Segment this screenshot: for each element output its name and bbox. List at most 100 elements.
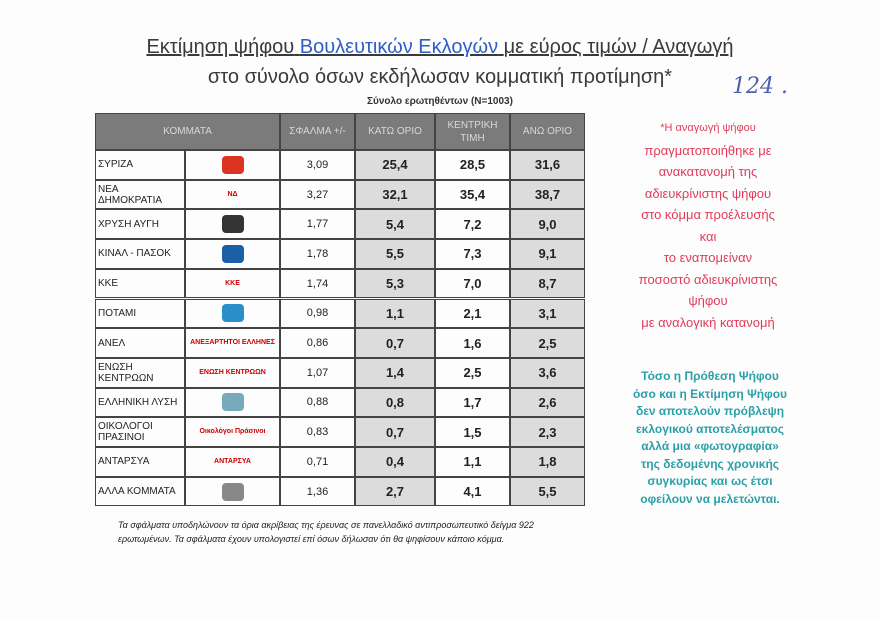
column-header: ΣΦΑΛΜΑ +/- [280,113,355,150]
column-header: ΚΑΤΩ ΟΡΙΟ [355,113,435,150]
cell-value: 3,09 [280,150,355,180]
cell-value: 1,77 [280,209,355,240]
party-name: ΚΙΝΑΛ - ΠΑΣΟΚ [95,239,185,269]
party-name: ΕΝΩΣΗ ΚΕΝΤΡΩΩΝ [95,357,185,388]
cell-value: 0,83 [280,417,355,447]
party-logo: ΑΝΤΑΡΣΥΑ [185,447,280,477]
text-line: αδιευκρίνιστης ψήφου [644,185,772,201]
party-logo [185,150,280,180]
cell-value: 38,7 [510,179,585,210]
party-name: ΑΝΤΑΡΣΥΑ [95,447,185,477]
text-line: συγκυρίας και ως έτσι [647,474,773,488]
handwritten-note: 124 . [732,74,788,99]
cell-value: 4,1 [435,476,510,507]
party-name: ΝΕΑ ΔΗΜΟΚΡΑΤΙΑ [95,179,185,210]
cell-value: 1,36 [280,476,355,507]
cell-value: 25,4 [355,150,435,180]
cell-value: 1,7 [435,387,510,418]
party-logo [185,239,280,269]
cell-value: 3,27 [280,179,355,210]
text-line: με αναλογική κατανομή [641,314,775,330]
cell-value: 9,1 [510,239,585,269]
title-line: στο σύνολο όσων εκδήλωσαν κομματική προτ… [207,66,673,88]
cell-value: 1,78 [280,239,355,269]
logo-mark [221,244,244,263]
text-line: της δεδομένης χρονικής [640,456,780,471]
party-name: ΑΛΛΑ ΚΟΜΜΑΤΑ [95,476,185,507]
cell-value: 0,8 [355,387,435,418]
logo-mark [221,393,244,412]
text-line: πραγματοποιήθηκε με [644,142,772,158]
party-logo [185,387,280,418]
party-logo: ΝΔ [185,179,280,210]
cell-value: 5,5 [510,476,585,507]
cell-value: 1,8 [510,447,585,477]
text-line: Τόσο η Πρόθεση Ψήφου [641,369,779,383]
party-logo [185,476,280,507]
title-part: με εύρος τιμών / Αναγωγή [503,36,734,58]
cell-value: 1,1 [355,298,435,329]
party-name: ΑΝΕΛ [95,328,185,358]
cell-value: 1,74 [280,268,355,299]
cell-value: 0,7 [355,417,435,447]
subtitle: Σύνολο ερωτηθέντων (Ν=1003) [367,96,513,107]
footnote: Τα σφάλματα υποδηλώνουν τα όρια ακρίβεια… [118,518,534,546]
party-name: ΧΡΥΣΗ ΑΥΓΗ [95,209,185,240]
cell-value: 32,1 [355,179,435,210]
text-line: το εναπομείναν [663,250,753,265]
text-line: ποσοστό αδιευκρίνιστης [638,271,778,287]
party-name: ΚΚΕ [95,268,185,299]
cell-value: 7,2 [435,209,510,240]
logo-mark [221,215,244,234]
party-logo: ΚΚΕ [185,268,280,299]
cell-value: 1,5 [435,417,510,447]
text-line: δεν αποτελούν πρόβλεψη [635,404,785,418]
column-header: ΚΟΜΜΑΤΑ [95,113,280,150]
party-logo [185,209,280,240]
cell-value: 0,4 [355,447,435,477]
logo-mark [221,482,244,501]
cell-value: 0,7 [355,328,435,358]
text-line: ερωτωμένων. Τα σφάλματα έχουν υπολογιστε… [118,534,505,544]
text-line: αλλά μια «φωτογραφία» [641,439,779,453]
text-line: ανακατανομή της [658,164,758,179]
text-line: εκλογικού αποτελέσματος [635,421,785,436]
logo-mark [221,155,244,174]
disclaimer: Τόσο η Πρόθεση Ψήφου όσο και η Εκτίμηση Ψ… [600,368,820,508]
note: *Η αναγωγή ψήφου πραγματοποιήθηκε με ανακα… [608,118,808,333]
logo-mark [221,304,244,323]
cell-value: 0,98 [280,298,355,329]
party-logo [185,298,280,329]
cell-value: 2,5 [435,357,510,388]
party-logo: ΑΝΕΞΑΡΤΗΤΟΙ ΕΛΛΗΝΕΣ [185,328,280,358]
text-line: *Η αναγωγή ψήφου [660,122,756,134]
cell-value: 7,3 [435,239,510,269]
column-header: ΚΕΝΤΡΙΚΗ ΤΙΜΗ [435,113,510,150]
cell-value: 5,4 [355,209,435,240]
cell-value: 28,5 [435,150,510,180]
cell-value: 1,6 [435,328,510,358]
cell-value: 3,1 [510,298,585,329]
cell-value: 0,88 [280,387,355,418]
cell-value: 35,4 [435,179,510,210]
text-line: και [699,228,717,244]
party-name: ΣΥΡΙΖΑ [95,150,185,180]
cell-value: 1,07 [280,357,355,388]
column-header: ΑΝΩ ΟΡΙΟ [510,113,585,150]
party-logo: Οικολόγοι Πράσινοι [185,417,280,447]
cell-value: 5,5 [355,239,435,269]
cell-value: 1,4 [355,357,435,388]
cell-value: 31,6 [510,150,585,180]
cell-value: 0,71 [280,447,355,477]
cell-value: 7,0 [435,268,510,299]
cell-value: 2,3 [510,417,585,447]
text-line: οφείλουν να μελετώνται. [640,491,780,506]
text-line: όσο και η Εκτίμηση Ψήφου [632,386,788,401]
title-part: Εκτίμηση ψήφου [146,36,295,58]
cell-value: 1,1 [435,447,510,477]
party-name: ΕΛΛΗΝΙΚΗ ΛΥΣΗ [95,387,185,418]
party-name: ΟΙΚΟΛΟΓΟΙ ΠΡΑΣΙΝΟΙ [95,417,185,447]
cell-value: 2,6 [510,387,585,418]
cell-value: 5,3 [355,268,435,299]
